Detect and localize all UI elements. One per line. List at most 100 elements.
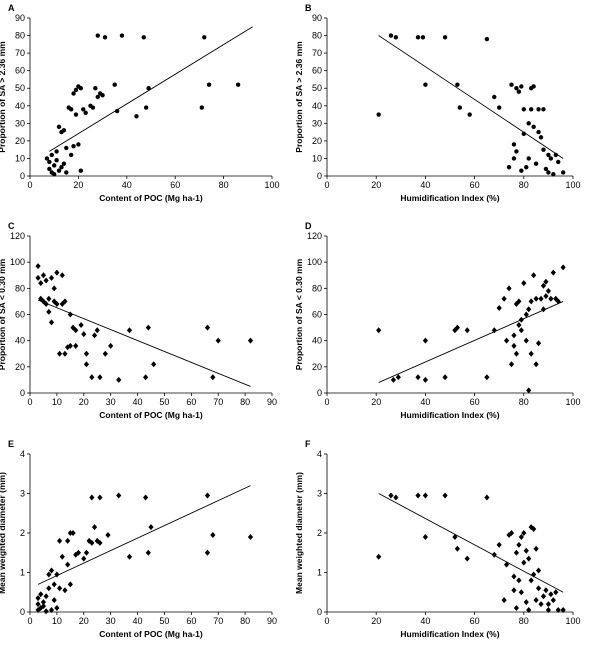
data-point [506,531,512,538]
data-point [46,295,52,302]
data-point [543,293,549,300]
x-tick-label: 90 [267,616,277,626]
data-point [83,110,88,116]
y-tick-label: 40 [15,101,25,111]
data-point [422,376,428,383]
data-point [442,374,448,381]
data-point [97,539,103,546]
data-point [393,35,399,40]
data-point [81,107,86,112]
data-point [49,152,54,158]
y-tick-label: 0 [20,388,25,398]
data-point [64,145,69,151]
data-point [535,585,542,592]
data-point [555,298,561,305]
data-point [467,112,472,117]
data-point [59,553,65,560]
data-point [541,147,546,152]
data-point [105,531,111,538]
data-point [523,311,529,318]
data-point [415,35,421,40]
y-tick-label: 0 [317,388,322,398]
x-tick-label: 80 [519,616,529,626]
x-tick-label: 80 [240,397,250,407]
data-point [47,159,52,165]
data-point [59,301,65,308]
data-point [116,376,122,383]
x-tick-label: 0 [324,180,329,190]
trend-line [37,299,251,387]
data-point [146,86,151,91]
data-point [65,561,71,568]
data-point [484,36,490,42]
x-tick-label: 40 [420,180,430,190]
data-point [523,599,529,606]
x-axis-label: Humidification Index (%) [400,410,499,420]
data-point [540,593,547,600]
y-axis-label: Proportion of SA < 0.30 mm [0,258,7,370]
data-point [536,107,541,112]
data-point [70,530,76,536]
data-point [38,591,44,598]
data-point [56,124,62,130]
data-point [46,585,52,592]
x-tick-label: 80 [519,180,529,190]
x-tick-label: 60 [186,616,196,626]
data-point [54,158,59,163]
data-point [51,581,57,588]
data-point [134,114,139,119]
x-tick-label: 40 [420,616,430,626]
data-point [59,272,65,279]
data-point [199,105,205,110]
data-point [521,530,527,536]
x-tick-label: 80 [240,616,250,626]
panel-d: 0 20 40 60 80 100 120 0 20 40 60 80 100 D Humidificati… [294,221,581,420]
data-point [423,82,428,87]
data-point [543,166,549,172]
data-point [93,86,98,91]
y-tick-label: 60 [15,310,25,320]
data-point [35,601,41,608]
data-point [390,376,397,383]
data-point [108,342,114,349]
x-tick-label: 0 [324,616,329,626]
data-point [40,272,47,279]
y-axis-label: Proportion of SA > 2.36 mm [294,41,304,153]
data-point [71,91,76,96]
data-point [533,161,539,166]
y-tick-label: 100 [10,257,25,267]
x-tick-label: 60 [170,180,180,190]
x-tick-label: 40 [420,397,430,407]
data-point [235,82,241,87]
data-point [518,327,524,334]
data-point [210,374,216,381]
data-point [215,337,221,344]
data-point [204,324,211,331]
data-point [422,337,428,344]
data-point [519,168,524,173]
y-axis-label: Proportion of SA < 0.30 mm [294,258,304,370]
data-point [513,301,520,308]
data-point [59,165,64,170]
x-axis-label: Content of POC (Mg ha-1) [99,629,203,639]
data-point [457,105,463,110]
data-point [484,374,490,381]
y-tick-label: 40 [312,336,322,346]
panel-a: 0 10 20 30 40 50 60 70 80 90 0 20 40 60 80 100 A Content … [0,3,280,203]
y-tick-label: 1 [317,568,322,578]
y-tick-label: 60 [15,66,25,76]
data-point [68,107,74,112]
data-point [516,298,522,305]
data-point [492,94,497,100]
y-tick-label: 20 [15,136,25,146]
data-point [503,337,510,344]
data-point [511,342,517,349]
data-point [546,170,551,175]
data-point [48,567,55,574]
data-point [526,555,532,562]
panel-c: 0 20 40 60 80 100 120 0 10 20 30 40 50 60 70 80 90 C Conte… [0,221,277,420]
y-tick-label: 3 [20,489,25,499]
data-point [516,89,522,94]
